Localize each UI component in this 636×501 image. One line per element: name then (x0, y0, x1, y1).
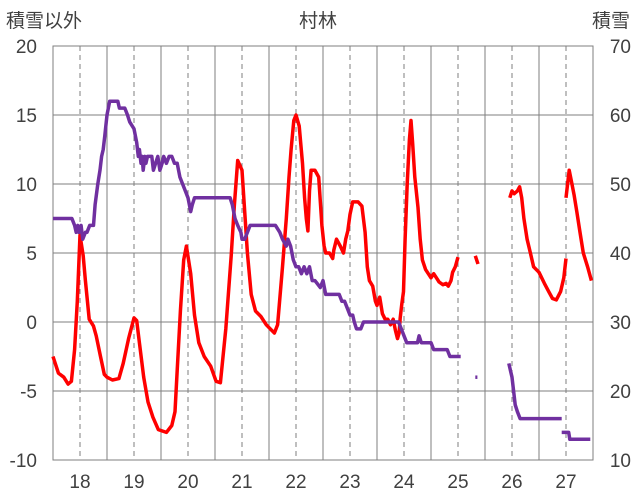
x-tick-label: 26 (501, 472, 522, 493)
y-left-tick-label: 0 (26, 313, 37, 334)
y-left-tick-label: 10 (16, 175, 37, 196)
y-left-tick-label: 15 (16, 106, 37, 127)
y-right-tick-label: 70 (610, 37, 631, 58)
y-axis-left-label: 積雪以外 (6, 11, 83, 32)
x-tick-label: 22 (285, 472, 306, 493)
x-tick-label: 24 (393, 472, 415, 493)
grid (52, 45, 594, 461)
y-axis-right-label: 積雪 (591, 11, 630, 32)
x-tick-label: 19 (123, 472, 144, 493)
plot-frame (52, 45, 594, 461)
series-1-segment-3 (561, 430, 591, 442)
y-left-tick-label: 20 (16, 37, 37, 58)
x-tick-label: 21 (231, 472, 252, 493)
y-right-tick-label: 10 (610, 451, 631, 472)
chart-title: 村林 (298, 11, 337, 32)
y-right-tick-label: 30 (610, 313, 631, 334)
y-right-tick-label: 20 (610, 382, 631, 403)
y-right-tick-label: 50 (610, 175, 631, 196)
tick-labels: -10 -5 0 5 10 15 20 10 20 30 40 50 60 70 18 19 20 21 22 23 2… (10, 37, 631, 493)
series-1-segment-2 (507, 363, 562, 421)
y-left-tick-label: 5 (26, 244, 37, 265)
y-left-tick-label: -10 (10, 451, 37, 472)
series-lines (51, 99, 594, 442)
y-left-tick-label: -5 (20, 382, 37, 403)
series-0-segment-1 (473, 255, 480, 265)
series-0-segment-0 (51, 113, 460, 435)
series-0-segment-2 (508, 185, 568, 302)
x-tick-label: 18 (69, 472, 90, 493)
x-tick-label: 25 (447, 472, 468, 493)
x-tick-label: 27 (555, 472, 576, 493)
series-0-segment-3 (564, 168, 594, 282)
y-right-tick-label: 60 (610, 106, 631, 127)
series-1-segment-0 (53, 99, 461, 359)
y-right-tick-label: 40 (610, 244, 631, 265)
x-tick-label: 20 (177, 472, 198, 493)
x-tick-label: 23 (339, 472, 360, 493)
